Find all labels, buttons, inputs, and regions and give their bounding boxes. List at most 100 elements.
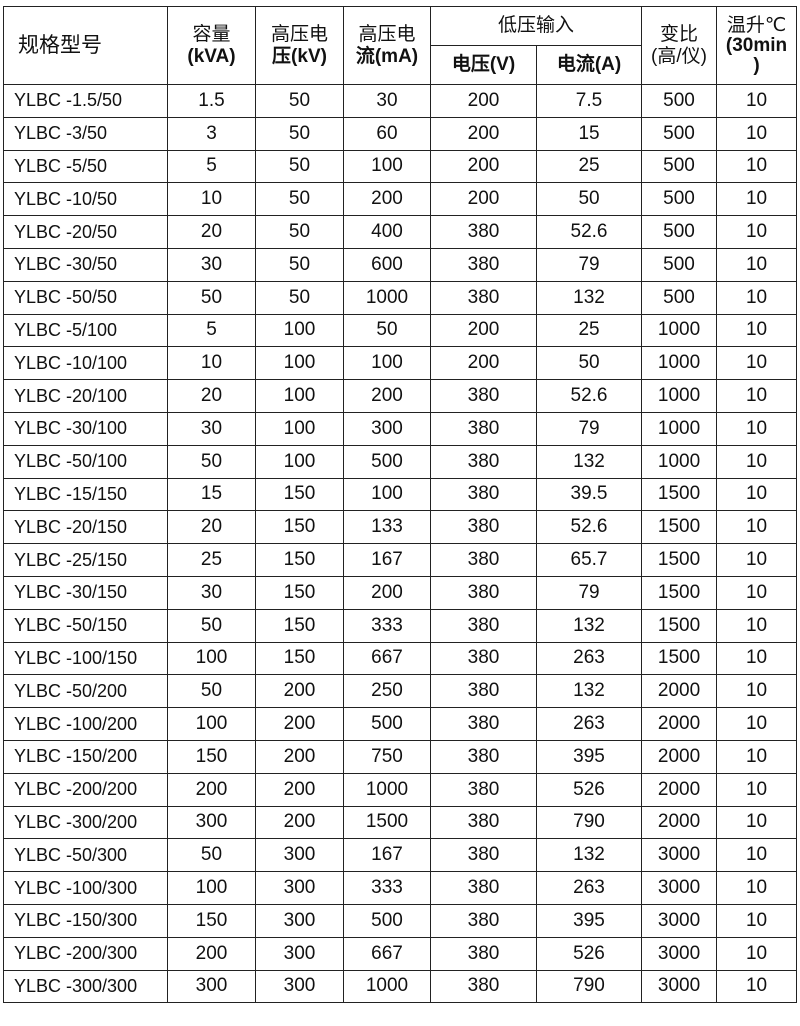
cell-lv-voltage: 380 (430, 969, 537, 1004)
table-row: YLBC -30/50 30 50 600 380 79 500 10 (3, 247, 798, 282)
cell-lv-voltage: 380 (430, 936, 537, 971)
header-hv-voltage: 高压电 压(kV) (255, 6, 344, 85)
cell-hv-current: 100 (343, 346, 431, 381)
cell-capacity: 25 (167, 543, 256, 577)
cell-lv-current: 25 (535, 313, 643, 348)
cell-capacity: 10 (167, 182, 256, 217)
table-row: YLBC -20/150 20 150 133 380 52.6 1500 10 (3, 510, 798, 545)
cell-capacity: 50 (167, 608, 256, 643)
cell-lv-current: 132 (535, 444, 643, 479)
cell-temp-rise: 10 (716, 477, 798, 512)
cell-model: YLBC -300/200 (3, 805, 168, 840)
cell-lv-current: 790 (535, 805, 643, 840)
cell-ratio: 1000 (641, 379, 718, 413)
cell-capacity: 1.5 (167, 84, 256, 118)
cell-hv-current: 333 (343, 871, 431, 905)
cell-lv-current: 25 (535, 149, 643, 184)
cell-temp-rise: 10 (716, 805, 798, 840)
table-row: YLBC -1.5/50 1.5 50 30 200 7.5 500 10 (3, 84, 798, 118)
cell-hv-current: 200 (343, 575, 431, 610)
cell-model: YLBC -20/100 (3, 379, 168, 413)
cell-temp-rise: 10 (716, 346, 798, 381)
cell-model: YLBC -10/50 (3, 182, 168, 217)
cell-capacity: 200 (167, 772, 256, 807)
cell-hv-current: 50 (343, 313, 431, 348)
cell-ratio: 2000 (641, 739, 718, 774)
cell-capacity: 5 (167, 149, 256, 184)
cell-temp-rise: 10 (716, 313, 798, 348)
cell-model: YLBC -30/100 (3, 411, 168, 446)
cell-temp-rise: 10 (716, 543, 798, 577)
cell-lv-current: 263 (535, 707, 643, 741)
cell-ratio: 500 (641, 149, 718, 184)
header-hv-voltage-line1: 高压电 (270, 23, 328, 45)
cell-capacity: 50 (167, 674, 256, 709)
cell-capacity: 150 (167, 739, 256, 774)
cell-model: YLBC -150/300 (3, 903, 168, 938)
cell-hv-current: 667 (343, 641, 431, 676)
table-body: YLBC -1.5/50 1.5 50 30 200 7.5 500 10 YLBC -3/50… (3, 84, 798, 1004)
cell-lv-current: 132 (535, 838, 643, 873)
cell-hv-current: 667 (343, 936, 431, 971)
cell-hv-current: 200 (343, 182, 431, 217)
cell-hv-voltage: 150 (255, 510, 344, 545)
cell-lv-voltage: 380 (430, 215, 537, 249)
cell-hv-current: 500 (343, 903, 431, 938)
cell-ratio: 3000 (641, 903, 718, 938)
cell-lv-current: 52.6 (535, 215, 643, 249)
cell-capacity: 150 (167, 903, 256, 938)
cell-model: YLBC -50/200 (3, 674, 168, 709)
cell-hv-voltage: 50 (255, 280, 344, 315)
cell-hv-voltage: 100 (255, 313, 344, 348)
cell-lv-voltage: 380 (430, 280, 537, 315)
header-row: 规格型号 容量 (kVA) 高压电 压(kV) 高压电 流(mA) 低压输入 变比 (高… (3, 6, 798, 85)
cell-lv-voltage: 380 (430, 510, 537, 545)
cell-lv-current: 79 (535, 575, 643, 610)
cell-hv-voltage: 50 (255, 149, 344, 184)
cell-ratio: 1500 (641, 608, 718, 643)
table-row: YLBC -100/150 100 150 667 380 263 1500 10 (3, 641, 798, 676)
cell-temp-rise: 10 (716, 84, 798, 118)
subheader-row: 电压(V) 电流(A) (4, 45, 797, 85)
cell-hv-current: 300 (343, 411, 431, 446)
header-hv-current-line1: 高压电 (358, 23, 416, 45)
cell-hv-voltage: 50 (255, 215, 344, 249)
cell-ratio: 500 (641, 182, 718, 217)
header-hv-voltage-line2: 压(kV) (272, 45, 327, 67)
cell-lv-current: 132 (535, 674, 643, 709)
cell-lv-voltage: 380 (430, 772, 537, 807)
cell-hv-voltage: 50 (255, 247, 344, 282)
cell-ratio: 500 (641, 116, 718, 151)
cell-lv-voltage: 200 (430, 149, 537, 184)
cell-hv-current: 1000 (343, 969, 431, 1004)
table-row: YLBC -20/100 20 100 200 380 52.6 1000 10 (3, 379, 798, 413)
cell-hv-voltage: 200 (255, 674, 344, 709)
cell-ratio: 3000 (641, 838, 718, 873)
cell-lv-current: 263 (535, 871, 643, 905)
cell-hv-current: 1000 (343, 280, 431, 315)
cell-capacity: 200 (167, 936, 256, 971)
cell-capacity: 10 (167, 346, 256, 381)
table-row: YLBC -25/150 25 150 167 380 65.7 1500 10 (3, 543, 798, 577)
cell-model: YLBC -50/50 (3, 280, 168, 315)
header-lv-input: 低压输入 (429, 6, 643, 46)
cell-hv-voltage: 300 (255, 871, 344, 905)
cell-lv-current: 15 (535, 116, 643, 151)
table-row: YLBC -15/150 15 150 100 380 39.5 1500 10 (3, 477, 798, 512)
cell-lv-current: 263 (535, 641, 643, 676)
cell-capacity: 100 (167, 641, 256, 676)
cell-lv-voltage: 380 (430, 411, 537, 446)
table-row: YLBC -30/100 30 100 300 380 79 1000 10 (3, 411, 798, 446)
table-row: YLBC -50/300 50 300 167 380 132 3000 10 (3, 838, 798, 873)
table-row: YLBC -50/200 50 200 250 380 132 2000 10 (3, 674, 798, 709)
cell-capacity: 30 (167, 247, 256, 282)
cell-hv-voltage: 200 (255, 772, 344, 807)
cell-model: YLBC -200/300 (3, 936, 168, 971)
cell-hv-current: 1500 (343, 805, 431, 840)
table-row: YLBC -10/50 10 50 200 200 50 500 10 (3, 182, 798, 217)
cell-lv-voltage: 380 (430, 805, 537, 840)
table-row: YLBC -20/50 20 50 400 380 52.6 500 10 (3, 215, 798, 249)
cell-capacity: 300 (167, 805, 256, 840)
cell-hv-current: 333 (343, 608, 431, 643)
cell-hv-current: 100 (343, 149, 431, 184)
